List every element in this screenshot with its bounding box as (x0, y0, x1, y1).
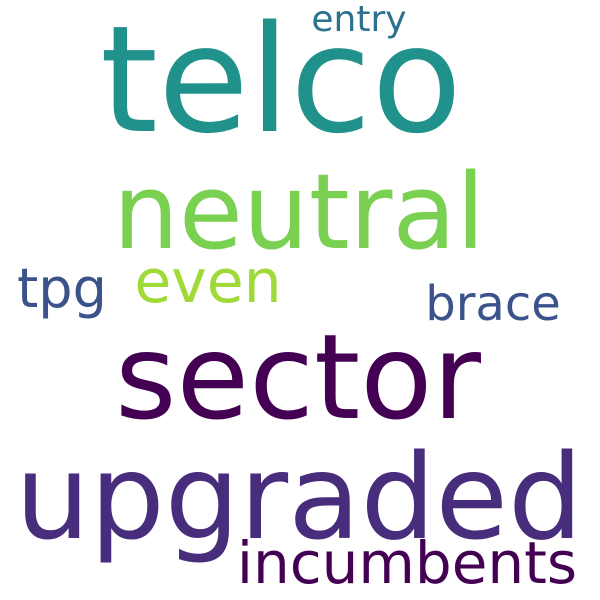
word-entry: entry (311, 0, 407, 40)
word-tpg: tpg (17, 257, 107, 320)
word-brace: brace (425, 276, 561, 332)
word-neutral: neutral (113, 151, 485, 273)
word-incumbents: incumbents (236, 529, 578, 597)
word-even: even (134, 247, 282, 317)
word-upgraded: upgraded (15, 428, 583, 566)
word-sector: sector (115, 308, 481, 446)
word-telco: telco (99, 0, 463, 166)
